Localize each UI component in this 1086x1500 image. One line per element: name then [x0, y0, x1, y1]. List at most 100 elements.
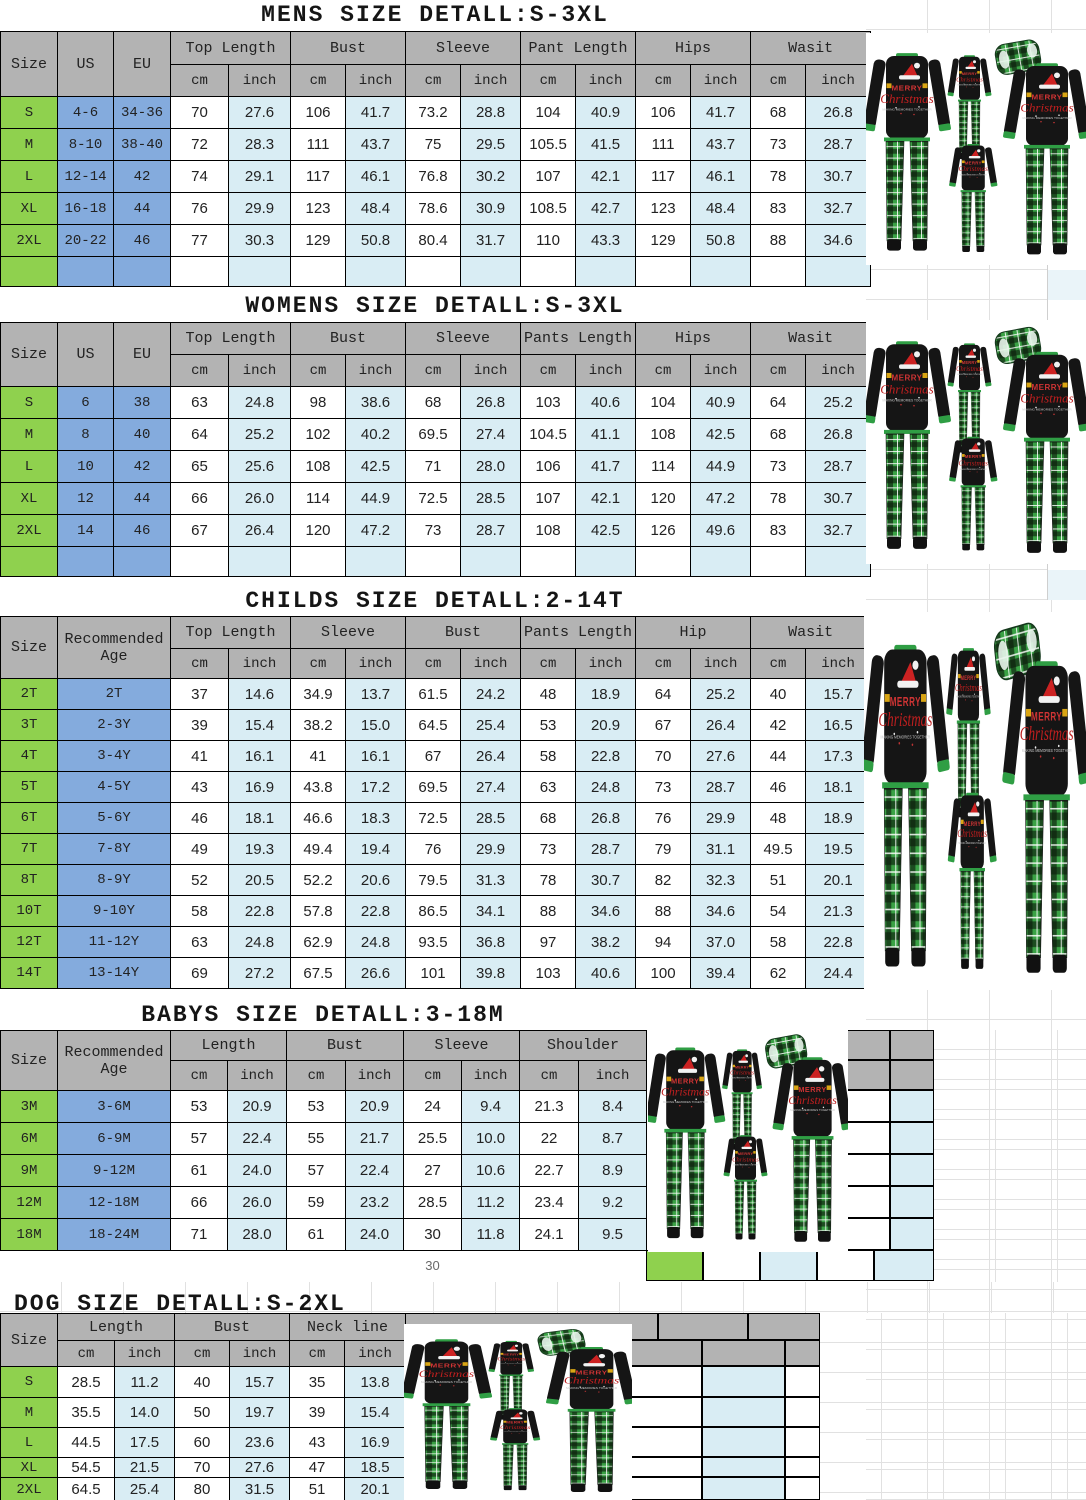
column-group-sleeve: Sleeve — [290, 616, 407, 649]
value-cell: 78.6 — [405, 192, 462, 225]
value-cell: 20.6 — [345, 864, 407, 896]
value-cell: 20.9 — [226, 1090, 288, 1123]
table-row-14t: 14T 13-14Y 69 27.2 67.5 26.6 101 39.8 103 40.6 100… — [0, 957, 872, 989]
value-cell: 53 — [520, 709, 577, 741]
leftover-cell — [845, 1060, 890, 1090]
value-cell: 70 — [170, 96, 229, 129]
table-row-l: L 12-14 42 74 29.1 117 46.1 76.8 30.2 107 42.1 117 4… — [0, 160, 872, 193]
value-cell: 22.4 — [345, 1154, 405, 1187]
value-cell: 42 — [750, 709, 807, 741]
value-cell: 62.9 — [290, 926, 347, 958]
empty-cell — [805, 256, 872, 287]
value-cell: 12 — [57, 482, 114, 515]
leftover-cell — [890, 1030, 934, 1060]
empty-cell — [460, 256, 522, 287]
value-cell: 39.4 — [690, 957, 752, 989]
value-cell: 73 — [405, 514, 462, 547]
value-cell: 68 — [750, 96, 807, 129]
value-cell: 27.6 — [229, 1457, 291, 1478]
table-row-s: S 6 38 63 24.8 98 38.6 68 26.8 103 40.6 104 40.9 64 25… — [0, 386, 872, 419]
value-cell: 42.7 — [575, 192, 637, 225]
value-cell: 67 — [170, 514, 229, 547]
value-cell: 72.5 — [405, 802, 462, 834]
value-cell: 23.2 — [345, 1186, 405, 1219]
table-row-xl: XL 54.5 21.5 70 27.6 47 18.5 — [0, 1457, 407, 1478]
value-cell: 68 — [520, 802, 577, 834]
leftover-cell — [702, 1340, 785, 1366]
value-cell: 108 — [290, 450, 347, 483]
unit-header-inch: inch — [460, 354, 522, 387]
value-cell: 64 — [750, 386, 807, 419]
value-cell: 25.6 — [227, 450, 292, 483]
leftover-cell — [890, 1218, 934, 1250]
header-unit-row: cm inch cm inch cm inch cm inch cm inch cm inch — [1, 64, 872, 97]
empty-color-row — [0, 546, 872, 577]
value-cell: 28.8 — [460, 96, 522, 129]
value-cell: 13-14Y — [57, 957, 171, 989]
value-cell: 97 — [520, 926, 577, 958]
value-cell: 15.4 — [344, 1397, 407, 1428]
empty-cell — [690, 256, 752, 287]
value-cell: 4-5Y — [57, 771, 171, 803]
value-cell: 22.4 — [226, 1122, 288, 1155]
value-cell: 71 — [405, 450, 462, 483]
header-unit-row: cm inch cm inch cm inch cm inch cm inch cm inch — [1, 648, 872, 679]
column-group-sleeve: Sleeve — [403, 1030, 521, 1061]
column-group-hips: Hips — [635, 31, 752, 65]
leftover-cell — [702, 1457, 785, 1477]
value-cell: 44 — [750, 740, 807, 772]
value-cell: 38-40 — [113, 128, 171, 161]
value-cell: 70 — [635, 740, 692, 772]
table-row-3m: 3M 3-6M 53 20.9 53 20.9 24 9.4 21.3 8.4 — [0, 1090, 648, 1123]
table-row-xl: XL 12 44 66 26.0 114 44.9 72.5 28.5 107 42.1 120 47.… — [0, 482, 872, 515]
value-cell: 108.5 — [520, 192, 577, 225]
value-cell: 19.7 — [229, 1397, 291, 1428]
size-cell: 2XL — [0, 1477, 58, 1500]
size-cell: 14T — [0, 957, 58, 989]
leftover-cell — [890, 1090, 934, 1122]
size-cell: XL — [0, 192, 58, 225]
value-cell: 94 — [635, 926, 692, 958]
value-cell: 24.8 — [575, 771, 637, 803]
leftover-cell — [890, 1186, 934, 1218]
empty-cell — [575, 256, 637, 287]
value-cell: 27.6 — [227, 96, 292, 129]
value-cell: 21.3 — [519, 1090, 580, 1123]
value-cell: 42.5 — [690, 418, 752, 451]
value-cell: 46 — [170, 802, 229, 834]
size-cell: M — [0, 128, 58, 161]
family-pajamas-photo-womens — [866, 320, 1086, 564]
value-cell: 66 — [170, 1186, 228, 1219]
value-cell: 44 — [113, 192, 171, 225]
column-group-bust: Bust — [174, 1313, 291, 1341]
value-cell: 31.7 — [460, 224, 522, 257]
value-cell: 20.5 — [227, 864, 292, 896]
value-cell: 26.8 — [575, 802, 637, 834]
value-cell: 65 — [170, 450, 229, 483]
value-cell: 26.8 — [805, 418, 872, 451]
value-cell: 108 — [635, 418, 692, 451]
leftover-cell — [890, 1060, 934, 1090]
leftover-cell — [890, 1122, 934, 1154]
value-cell: 110 — [520, 224, 577, 257]
leftover-cell — [845, 1186, 890, 1218]
value-cell: 58 — [170, 895, 229, 927]
value-cell: 73 — [750, 450, 807, 483]
value-cell: 26.8 — [805, 96, 872, 129]
value-cell: 37 — [170, 678, 229, 710]
value-cell: 28.7 — [690, 771, 752, 803]
value-cell: 28.7 — [460, 514, 522, 547]
header-group-row: Size US EU Top Length Bust Sleeve Pants Length… — [0, 322, 872, 387]
leftover-cell — [874, 1250, 934, 1281]
column-group-pants-length: Pants Length — [520, 322, 637, 355]
value-cell: 48.4 — [690, 192, 752, 225]
value-cell: 24.0 — [345, 1218, 405, 1251]
value-cell: 22.8 — [805, 926, 872, 958]
value-cell: 39.8 — [460, 957, 522, 989]
unit-header-inch: inch — [578, 1060, 648, 1091]
column-header-eu: EU — [113, 322, 171, 387]
value-cell: 114 — [290, 482, 347, 515]
value-cell: 44.5 — [57, 1427, 115, 1458]
leftover-cell — [760, 1250, 817, 1281]
table-row-xl: XL 16-18 44 76 29.9 123 48.4 78.6 30.9 108.5 42.7 1… — [0, 192, 872, 225]
